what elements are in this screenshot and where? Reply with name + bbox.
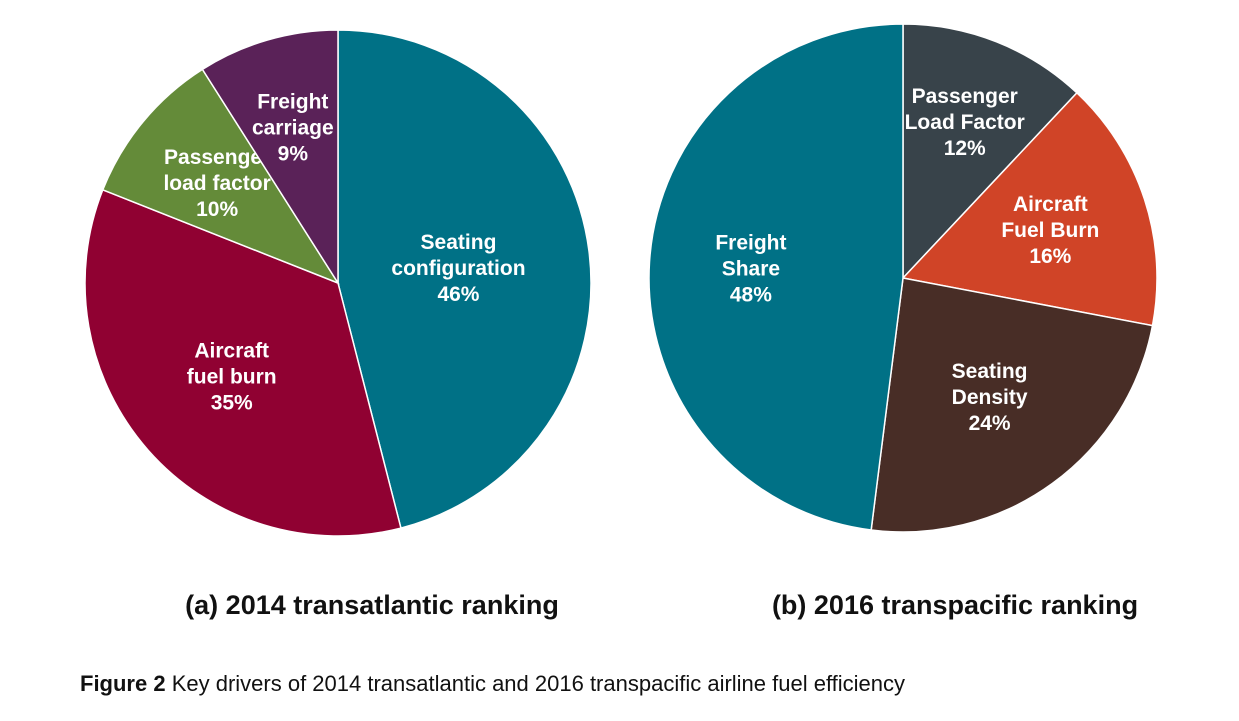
transpacific-slice-label-1: Aircraft Fuel Burn 16% [1001, 193, 1099, 268]
transatlantic-slice-2 [101, 68, 340, 285]
transpacific-slice-1 [901, 91, 1158, 327]
chart-title-transatlantic: (a) 2014 transatlantic ranking [185, 590, 559, 620]
slice-label-line: Share [722, 257, 780, 280]
transatlantic-slice-label-0: Seating configuration 46% [391, 231, 525, 306]
transatlantic-slice-0 [337, 29, 592, 529]
slice-label-line: Density [952, 386, 1028, 409]
caption-label: Figure 2 [80, 671, 166, 696]
slice-label-line: Passenger [164, 146, 270, 169]
transatlantic-slice-label-1: Aircraft fuel burn 35% [187, 340, 277, 415]
slice-label-line: fuel burn [187, 366, 277, 389]
pie-charts: Seating configuration 46% Aircraft fuel burn… [84, 23, 1158, 537]
slice-percent: 12% [944, 137, 986, 160]
chart-title-transpacific: (b) 2016 transpacific ranking [771, 590, 1139, 620]
pie-chart-transatlantic: Seating configuration 46% Aircraft fuel burn… [84, 29, 592, 537]
slice-label-line: Aircraft [1013, 193, 1088, 216]
slice-percent: 24% [969, 412, 1011, 435]
slice-label-line: Passenger [912, 85, 1018, 108]
slice-percent: 35% [211, 392, 253, 415]
transatlantic-slice-label-3: Freight carriage 9% [252, 91, 334, 166]
slice-percent: 10% [196, 198, 238, 221]
slice-label-line: Seating [421, 231, 497, 254]
transpacific-slice-2 [870, 277, 1154, 533]
slice-percent: 48% [730, 283, 772, 306]
slice-percent: 16% [1029, 245, 1071, 268]
transpacific-slice-0 [902, 23, 1078, 280]
slice-label-line: load factor [163, 172, 270, 195]
slice-label-line: Fuel Burn [1001, 219, 1099, 242]
transpacific-slice-3 [648, 23, 904, 531]
slice-percent: 9% [278, 143, 309, 166]
slice-label-line: carriage [252, 117, 334, 140]
slice-percent: 46% [437, 283, 479, 306]
transpacific-slice-label-0: Passenger Load Factor 12% [905, 85, 1025, 160]
slice-label-line: Seating [952, 360, 1028, 383]
caption-text: Key drivers of 2014 transatlantic and 20… [165, 671, 906, 696]
slice-label-line: Freight [715, 231, 786, 254]
transatlantic-slice-3 [201, 29, 339, 286]
slice-label-line: configuration [391, 257, 525, 280]
pie-chart-transpacific: Passenger Load Factor 12% Aircraft Fuel Burn… [648, 23, 1158, 533]
transpacific-slice-label-2: Seating Density 24% [952, 360, 1028, 435]
transpacific-slice-label-3: Freight Share 48% [715, 231, 786, 306]
slice-label-line: Aircraft [194, 340, 269, 363]
transatlantic-slice-label-2: Passenger load factor 10% [163, 146, 270, 221]
slice-label-line: Freight [257, 91, 328, 114]
transatlantic-slice-1 [84, 188, 402, 537]
figure-caption: Figure 2 Key drivers of 2014 transatlant… [80, 671, 905, 697]
slice-label-line: Load Factor [905, 111, 1025, 134]
